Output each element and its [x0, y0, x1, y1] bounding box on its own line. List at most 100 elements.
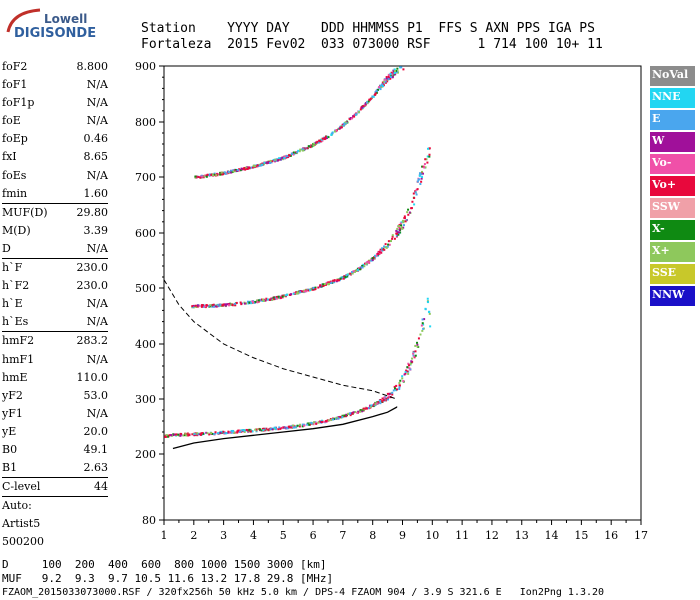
echo-point — [358, 111, 361, 114]
echo-point — [290, 152, 293, 155]
echo-point — [226, 303, 229, 306]
x-tick-label: 16 — [604, 529, 618, 542]
echo-point — [265, 427, 268, 430]
extrapolated-profile — [163, 279, 397, 400]
echo-point — [167, 435, 170, 438]
echo-point — [402, 221, 405, 224]
digisonde-logo: Lowell DIGISONDE — [6, 6, 126, 50]
echo-point — [409, 363, 412, 366]
echo-point — [338, 279, 341, 282]
echo-point — [408, 367, 411, 370]
echo-point — [261, 163, 264, 166]
echo-point — [365, 101, 368, 104]
echo-point — [399, 227, 402, 230]
echo-point — [197, 305, 200, 308]
echo-point — [279, 296, 282, 299]
echo-point — [367, 100, 370, 103]
param-value: 283.2 — [76, 334, 109, 348]
echo-point — [355, 113, 358, 116]
echo-point — [238, 168, 241, 171]
param-value: N/A — [86, 168, 108, 182]
echo-point — [278, 296, 281, 299]
echo-point — [413, 355, 416, 358]
param-key: MUF(D) — [2, 205, 48, 219]
param-key: yF1 — [2, 406, 23, 420]
echo-point — [203, 305, 206, 308]
echo-point — [257, 299, 260, 302]
param-row: 500200 — [2, 533, 108, 551]
logo-line2: DIGISONDE — [14, 26, 97, 41]
echo-point — [319, 285, 322, 288]
echo-point — [273, 427, 276, 430]
echo-point — [209, 431, 212, 434]
param-key: h`F — [2, 261, 23, 275]
x-tick-label: 13 — [515, 529, 529, 542]
echo-point — [367, 407, 370, 410]
y-tick-label: 700 — [135, 171, 156, 184]
echo-point — [395, 229, 398, 232]
echo-point — [339, 277, 342, 280]
y-tick-label: 300 — [135, 393, 156, 406]
echo-point — [206, 432, 209, 435]
echo-point — [293, 292, 296, 295]
echo-point — [374, 254, 377, 257]
echo-point — [379, 251, 382, 254]
echo-point — [236, 431, 239, 434]
echo-point — [306, 423, 309, 426]
echo-point — [227, 170, 230, 173]
echo-point — [196, 432, 199, 435]
echo-point — [389, 77, 392, 80]
echo-point — [274, 158, 277, 161]
legend-item: W — [650, 132, 695, 154]
y-tick-label: 800 — [135, 116, 156, 129]
echo-point — [295, 292, 298, 295]
echo-point — [285, 155, 288, 158]
echo-point — [275, 158, 278, 161]
y-tick-label: 80 — [142, 514, 156, 527]
param-key: 500200 — [2, 535, 44, 549]
logo-line1: Lowell — [44, 12, 88, 26]
echo-point — [259, 298, 262, 301]
echo-point — [398, 382, 401, 385]
echo-point — [374, 93, 377, 96]
echo-point — [371, 257, 374, 260]
echo-point — [301, 149, 304, 152]
echo-point — [383, 245, 386, 248]
param-value: N/A — [86, 78, 108, 92]
echo-point — [320, 420, 323, 423]
echo-point — [344, 276, 347, 279]
echo-point — [250, 166, 253, 169]
echo-point — [369, 97, 372, 100]
echo-point — [281, 295, 284, 298]
echo-point — [350, 117, 353, 120]
echo-point — [305, 290, 308, 293]
echo-point — [242, 429, 245, 432]
echo-point — [427, 310, 430, 313]
param-row: M(D) 3.39 — [2, 222, 108, 240]
echo-point — [427, 301, 430, 304]
echo-point — [400, 66, 403, 69]
echo-point — [421, 329, 424, 332]
param-value: 2.63 — [83, 461, 109, 475]
echo-point — [286, 427, 289, 430]
echo-point — [336, 279, 339, 282]
echo-point — [198, 433, 201, 436]
echo-point — [282, 426, 285, 429]
echo-point — [262, 299, 265, 302]
param-row: h`F2 230.0 — [2, 277, 108, 295]
param-value: N/A — [86, 352, 108, 366]
echo-point — [341, 276, 344, 279]
param-key: foEp — [2, 132, 28, 146]
echo-point — [421, 165, 424, 168]
echo-point — [425, 158, 428, 161]
echo-point — [322, 283, 325, 286]
echo-point — [261, 162, 264, 165]
echo-point — [200, 304, 203, 307]
echo-point — [205, 175, 208, 178]
echo-point — [384, 81, 387, 84]
echo-point — [399, 379, 402, 382]
echo-point — [235, 301, 238, 304]
x-tick-label: 12 — [485, 529, 499, 542]
echo-point — [356, 268, 359, 271]
echo-point — [351, 412, 354, 415]
